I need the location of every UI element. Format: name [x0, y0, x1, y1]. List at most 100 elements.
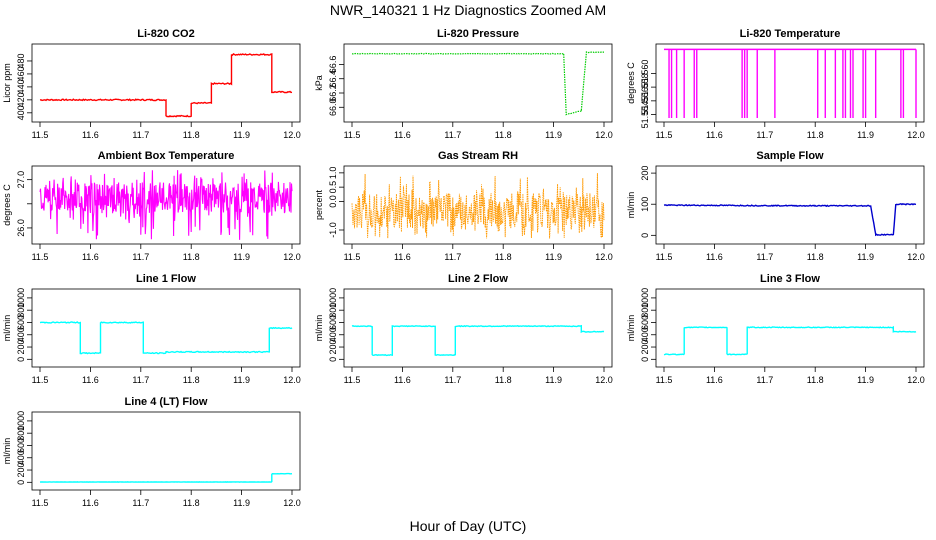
plot-frame: [31, 165, 301, 245]
data-layer: [39, 52, 293, 118]
data-series: [39, 472, 293, 483]
x-tick-label: 11.8: [495, 130, 512, 140]
panel-rh: Gas Stream RH 11.5 11.6 11.7 11.8 11.9 12.0 -1.…: [314, 150, 613, 262]
x-tick-label: 11.9: [857, 252, 874, 262]
y-tick-label: 51.556: [640, 87, 650, 115]
y-tick-label: 66.0: [328, 99, 338, 117]
y-tick-label: 51.554: [640, 101, 650, 129]
x-tick-label: 12.0: [595, 375, 613, 385]
y-tick-label: 200: [16, 463, 26, 478]
x-tick-label: 11.7: [444, 130, 461, 140]
x-tick-label: 11.7: [132, 498, 149, 508]
x-tick-label: 11.8: [807, 375, 824, 385]
x-tick-label: 11.5: [32, 498, 49, 508]
y-tick-label: 400: [640, 327, 650, 342]
data-layer: [39, 472, 293, 483]
x-tick-label: 11.7: [756, 375, 773, 385]
x-tick-label: 11.8: [807, 252, 824, 262]
x-tick-label: 11.9: [857, 375, 874, 385]
x-tick-label: 11.5: [656, 252, 673, 262]
x-tick-label: 11.8: [183, 498, 200, 508]
plot-frame: [31, 43, 301, 123]
panel-title: Li-820 Pressure: [437, 28, 519, 40]
y-tick-label: 600: [16, 438, 26, 453]
x-tick-label: 11.9: [545, 252, 562, 262]
panel-temperature: Li-820 Temperature 11.5 11.6 11.7 11.8 11.9 12…: [626, 28, 925, 140]
data-series: [351, 324, 605, 357]
y-tick-label: 400: [16, 105, 26, 120]
y-axis-label: percent: [314, 189, 324, 220]
x-tick-label: 11.8: [807, 130, 824, 140]
y-tick-label: 800: [16, 426, 26, 441]
x-tick-label: 11.9: [233, 375, 250, 385]
x-tick-label: 11.6: [394, 375, 411, 385]
y-axis-label: ml/min: [626, 315, 636, 342]
panel-ambient: Ambient Box Temperature 11.5 11.6 11.7 11.8 1…: [2, 150, 301, 262]
y-tick-label: 0: [328, 357, 338, 362]
plot-frame: [343, 288, 613, 368]
x-tick-label: 11.5: [32, 130, 49, 140]
y-tick-label: -1.0: [328, 222, 338, 238]
y-tick-label: 800: [328, 303, 338, 318]
plot-frame: [343, 43, 613, 123]
x-tick-label: 11.9: [233, 130, 250, 140]
y-tick-label: 0.0: [328, 195, 338, 208]
y-tick-label: 27.0: [16, 171, 26, 189]
x-tick-label: 11.7: [756, 252, 773, 262]
x-tick-label: 12.0: [907, 252, 925, 262]
x-tick-label: 11.5: [344, 130, 361, 140]
y-tick-label: 26.0: [16, 219, 26, 237]
y-tick-label: 1.0: [328, 167, 338, 180]
x-tick-label: 12.0: [283, 252, 301, 262]
panel-line1: Line 1 Flow 11.5 11.6 11.7 11.8 11.9 12.0 0 2004…: [2, 273, 301, 385]
y-tick-label: 0: [640, 233, 650, 238]
x-tick-label: 11.6: [706, 252, 723, 262]
x-tick-label: 12.0: [283, 498, 301, 508]
x-tick-label: 11.5: [656, 130, 673, 140]
y-tick-label: 200: [640, 166, 650, 181]
data-layer: [664, 48, 917, 118]
data-series: [39, 170, 293, 240]
y-axis-label: ml/min: [314, 315, 324, 342]
y-axis-label: degrees C: [2, 184, 12, 226]
y-tick-label: 1000: [328, 288, 338, 308]
figure-title: NWR_140321 1 Hz Diagnostics Zoomed AM: [329, 2, 607, 18]
y-axis-label: degrees C: [626, 62, 636, 104]
x-tick-label: 11.7: [132, 252, 149, 262]
x-tick-label: 11.8: [495, 252, 512, 262]
x-axis-title: Hour of Day (UTC): [409, 518, 527, 534]
y-tick-label: 66.2: [328, 84, 338, 102]
y-tick-label: 600: [16, 315, 26, 330]
y-axis-label: ml/min: [2, 438, 12, 465]
x-tick-label: 12.0: [283, 375, 301, 385]
y-tick-label: 400: [16, 450, 26, 465]
y-tick-label: 0: [16, 357, 26, 362]
y-tick-label: 440: [16, 79, 26, 94]
panel-title: Line 3 Flow: [760, 273, 820, 285]
y-tick-label: 1000: [16, 288, 26, 308]
panel-pressure: Li-820 Pressure 11.5 11.6 11.7 11.8 11.9 12.0 6…: [314, 28, 613, 140]
panel-title: Ambient Box Temperature: [98, 150, 235, 162]
x-tick-label: 11.6: [82, 498, 99, 508]
data-layer: [351, 173, 605, 239]
y-tick-label: 460: [16, 66, 26, 81]
y-tick-label: 51.558: [640, 73, 650, 101]
y-axis-label: ml/min: [2, 315, 12, 342]
y-tick-label: 800: [16, 303, 26, 318]
panel-title: Line 2 Flow: [448, 273, 508, 285]
x-tick-label: 11.8: [183, 252, 200, 262]
x-tick-label: 11.6: [706, 130, 723, 140]
panel-sample_flow: Sample Flow 11.5 11.6 11.7 11.8 11.9 12.0 0 100 2…: [626, 150, 925, 262]
panel-title: Gas Stream RH: [438, 150, 518, 162]
x-tick-label: 12.0: [595, 252, 613, 262]
y-tick-label: 0: [16, 480, 26, 485]
y-tick-label: 66.4: [328, 70, 338, 88]
y-tick-label: 200: [16, 340, 26, 355]
y-tick-label: 400: [328, 327, 338, 342]
data-series: [663, 325, 917, 356]
y-tick-label: 100: [640, 197, 650, 212]
x-tick-label: 11.7: [756, 130, 773, 140]
x-tick-label: 12.0: [907, 130, 925, 140]
y-tick-label: 400: [16, 327, 26, 342]
